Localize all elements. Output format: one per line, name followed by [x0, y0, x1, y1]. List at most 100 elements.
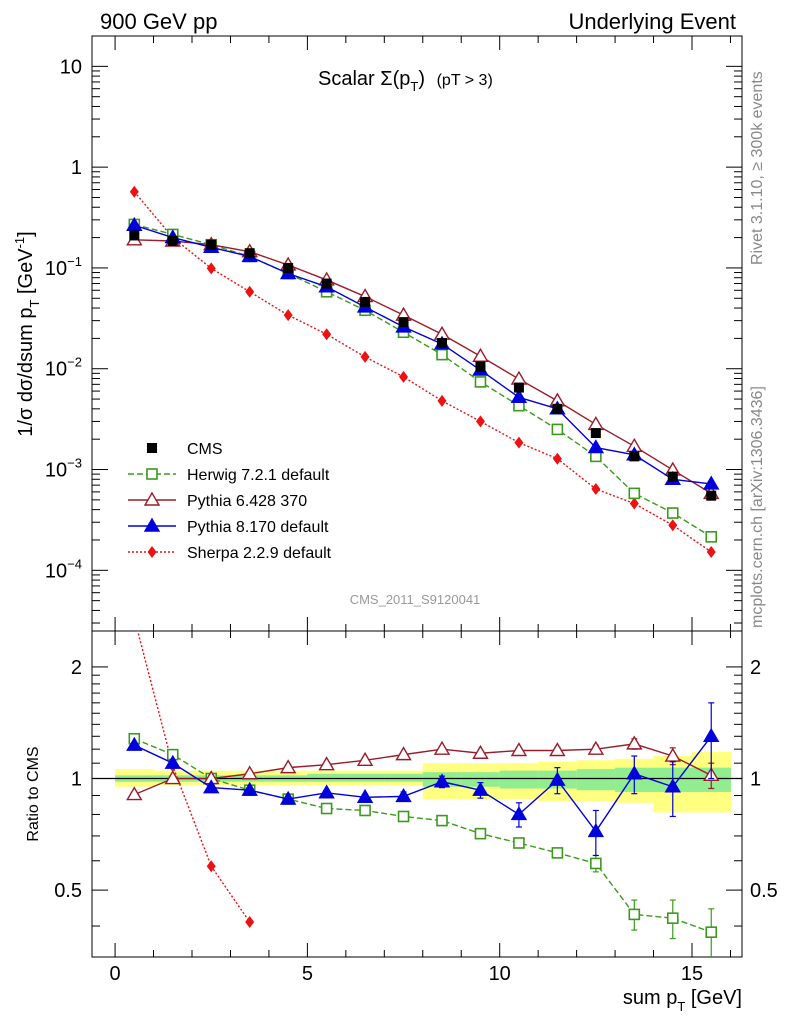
main-point-herwig: [666, 507, 679, 519]
ratio-point-sherpa: [206, 860, 216, 873]
ratio-point-pythia8: [549, 771, 566, 786]
main-point-pythia8: [703, 475, 720, 490]
main-point-cms: [513, 382, 524, 393]
legend-marker-sherpa: [147, 546, 157, 558]
ratio-point-pythia6: [472, 744, 489, 759]
ratio-point-pythia8: [433, 773, 451, 788]
main-point-sherpa: [322, 328, 332, 341]
main-point-cms: [283, 262, 294, 273]
main-point-sherpa: [668, 519, 678, 532]
main-point-pythia8: [587, 439, 605, 454]
x-axis-label: sum pT [GeV]: [623, 987, 742, 1014]
main-point-sherpa: [552, 452, 562, 465]
main-point-cms: [475, 361, 486, 372]
main-point-cms: [244, 248, 255, 259]
legend-label-herwig: Herwig 7.2.1 default: [187, 467, 330, 484]
ratio-point-pythia6: [433, 740, 451, 755]
main-point-sherpa: [475, 415, 485, 428]
main-y-tick-label: 10−2: [45, 355, 82, 381]
ratio-point-pythia6: [587, 740, 605, 755]
main-y-tick-label: 10−1: [45, 254, 82, 280]
main-line-pythia8: [134, 224, 712, 485]
main-point-cms: [129, 230, 140, 241]
main-point-sherpa: [399, 370, 409, 383]
main-point-herwig: [436, 348, 448, 361]
ratio-y-tick-label-right: 1: [750, 769, 761, 791]
ratio-point-pythia8: [164, 754, 181, 769]
ratio-point-herwig: [513, 837, 525, 849]
main-point-sherpa: [360, 350, 370, 363]
ratio-y-tick-label-right: 0.5: [750, 880, 778, 902]
main-y-tick-label: 10−3: [45, 456, 82, 482]
header-left: 900 GeV pp: [100, 9, 217, 34]
ratio-point-pythia8: [472, 781, 489, 796]
ratio-point-sherpa: [245, 916, 255, 929]
ratio-point-sherpa: [130, 612, 139, 624]
x-tick-label: 5: [302, 963, 313, 985]
ratio-line-sherpa: [136, 631, 251, 923]
ratio-line-herwig: [134, 738, 712, 933]
ratio-line-pythia6: [134, 743, 712, 796]
legend-marker-cms: [147, 443, 157, 453]
main-point-sherpa: [245, 285, 255, 298]
main-line-pythia6: [134, 239, 712, 494]
ratio-point-pythia6: [241, 765, 258, 780]
ratio-point-pythia6: [356, 751, 374, 766]
x-tick-label: 10: [489, 963, 511, 985]
main-point-cms: [321, 278, 332, 289]
ratio-point-herwig: [551, 847, 564, 859]
ratio-point-pythia8: [318, 784, 335, 799]
ratio-point-herwig: [359, 804, 371, 817]
ratio-point-pythia8: [203, 779, 220, 794]
ratio-y-tick-label: 0.5: [54, 880, 82, 902]
plot-title-close: ): [418, 68, 425, 90]
ratio-point-pythia8: [126, 736, 143, 751]
ratio-band-inner: [384, 773, 424, 782]
main-point-herwig: [705, 531, 718, 543]
ratio-point-pythia6: [395, 746, 412, 761]
legend-marker-pythia6: [143, 491, 161, 506]
ratio-panel-frame: [91, 630, 743, 958]
ratio-band-inner: [307, 773, 347, 782]
main-point-cms: [590, 428, 601, 439]
main-y-tick-label: 1: [71, 157, 82, 179]
main-line-herwig: [134, 223, 712, 538]
plot-title: Scalar Σ(pT) (pT > 3): [318, 68, 493, 94]
ratio-point-pythia6: [664, 747, 681, 762]
ratio-point-pythia8: [241, 781, 258, 796]
legend-item-pythia6: Pythia 6.428 370: [128, 491, 307, 510]
analysis-id: CMS_2011_S9120041: [350, 592, 481, 607]
main-point-cms: [706, 490, 717, 501]
ratio-point-herwig: [436, 814, 448, 827]
main-point-cms: [629, 451, 640, 462]
legend-marker-herwig: [146, 468, 158, 480]
ratio-band-inner: [345, 773, 385, 782]
main-point-cms: [552, 403, 563, 414]
legend-label-cms: CMS: [187, 441, 223, 458]
ratio-point-herwig: [320, 802, 333, 815]
ratio-y-tick-label: 1: [71, 769, 82, 791]
main-point-herwig: [551, 423, 564, 436]
ratio-point-pythia6: [279, 759, 297, 774]
x-tick-label: 0: [110, 963, 121, 985]
ratio-y-tick-label-right: 2: [750, 657, 761, 679]
legend-label-sherpa: Sherpa 2.2.9 default: [187, 545, 332, 562]
main-ylabel: 1/σ dσ/dsum pT [GeV-1]: [12, 231, 42, 436]
main-point-cms: [437, 337, 447, 348]
main-point-cms: [667, 471, 678, 482]
main-point-sherpa: [629, 497, 639, 510]
main-point-pythia8: [510, 388, 528, 404]
main-point-sherpa: [129, 185, 139, 198]
ratio-point-pythia8: [664, 778, 681, 793]
side-text-mcplots: mcplots.cern.ch [arXiv:1306.3436]: [749, 386, 766, 628]
main-point-herwig: [474, 376, 487, 388]
ratio-point-pythia6: [126, 786, 143, 801]
ratio-point-pythia6: [549, 742, 566, 757]
ratio-point-herwig: [705, 926, 718, 938]
main-line-sherpa: [133, 191, 712, 553]
header-right: Underlying Event: [568, 9, 736, 34]
ratio-point-pythia6: [164, 770, 181, 785]
ratio-point-pythia8: [510, 806, 528, 821]
ratio-line-pythia8: [134, 735, 712, 833]
ratio-point-herwig: [590, 857, 602, 870]
